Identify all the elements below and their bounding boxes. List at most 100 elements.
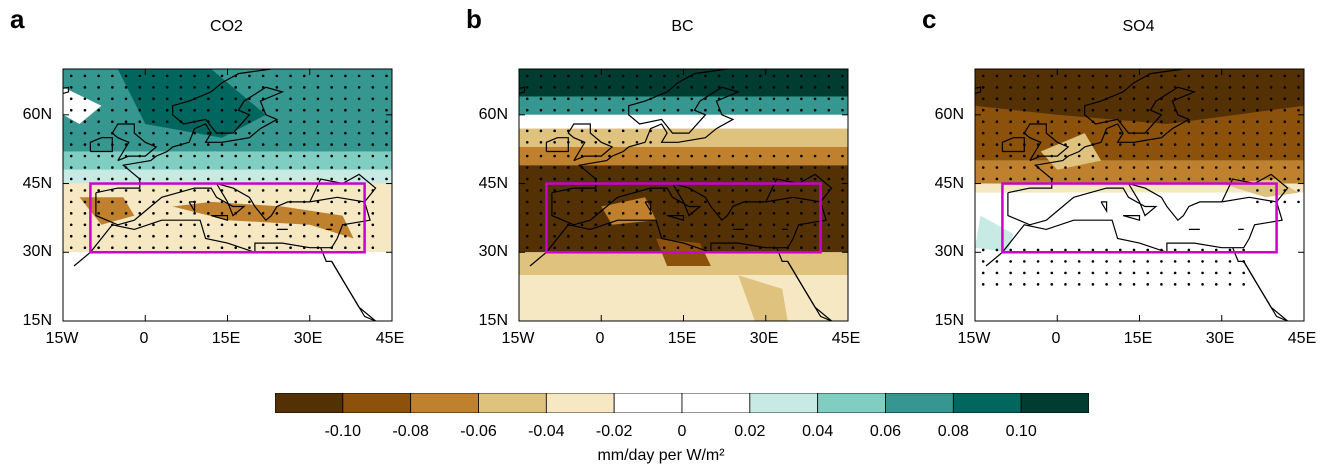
stipple-dot [1077, 248, 1081, 252]
stipple-dot [1146, 86, 1150, 89]
stipple-dot [275, 108, 279, 112]
stipple-dot [553, 177, 556, 181]
stipple-dot [1256, 131, 1259, 135]
stipple-dot [261, 74, 265, 78]
stipple-dot [316, 120, 320, 123]
stipple-dot [69, 154, 73, 158]
stipple-dot [608, 166, 611, 169]
stipple-dot [1091, 248, 1095, 252]
stipple-dot [97, 223, 100, 227]
stipple-dot [1064, 131, 1067, 135]
stipple-dot [248, 131, 251, 135]
stipple-dot [553, 129, 556, 133]
stipple-dot [193, 246, 196, 249]
stipple-dot [690, 223, 694, 227]
coastline [1243, 261, 1288, 321]
stipple-dot [580, 177, 584, 181]
colorbar-segment [342, 393, 412, 413]
stipple-dot [1256, 143, 1259, 146]
colorbar-segment [410, 393, 479, 413]
stipple-dot [1214, 143, 1218, 146]
significance-stipple [525, 74, 844, 249]
contour-blob [79, 197, 135, 225]
stipple-dot [553, 74, 556, 78]
stipple-dot [275, 143, 279, 146]
stipple-dot [621, 223, 625, 227]
stipple-dot [1201, 283, 1204, 286]
stipple-dot [621, 177, 625, 181]
stipple-dot [731, 223, 735, 227]
stipple-dot [635, 177, 639, 181]
stipple-dot [525, 212, 529, 215]
stipple-dot [635, 129, 639, 133]
stipple-dot [1023, 97, 1026, 101]
colorbar-tick-label: -0.10 [324, 423, 362, 440]
stipple-dot [621, 74, 625, 78]
coastline [63, 86, 70, 95]
stipple-dot [649, 177, 652, 181]
colorbar-tick-label: -0.02 [595, 423, 633, 440]
stipple-dot [138, 200, 142, 204]
stipple-dot [83, 86, 87, 89]
stipple-dot [539, 166, 543, 169]
stipple-dot [344, 86, 347, 89]
stipple-dot [635, 108, 639, 112]
stipple-dot [813, 246, 817, 249]
colorbar-tick-label: 0.06 [869, 423, 902, 440]
coastline [666, 215, 685, 221]
stipple-dot [138, 108, 142, 112]
stipple-dot [1269, 97, 1273, 101]
stipple-dot [152, 154, 155, 158]
stipple-dot [1187, 74, 1191, 78]
lon-label-15e: 15E [667, 330, 697, 347]
stipple-dot [1146, 97, 1150, 101]
stipple-dot [841, 108, 844, 112]
stipple-dot [745, 246, 748, 249]
stipple-dot [1283, 177, 1287, 181]
stipple-dot [1050, 108, 1054, 112]
stipple-dot [663, 108, 666, 112]
stipple-dot [385, 154, 388, 158]
stipple-dot [275, 212, 279, 215]
stipple-dot [385, 177, 388, 181]
stipple-dot [745, 74, 748, 78]
stipple-dot [580, 246, 584, 249]
stipple-dot [1023, 154, 1026, 158]
stipple-dot [302, 166, 306, 169]
stipple-dot [289, 246, 292, 249]
stipple-dot [193, 166, 196, 169]
stipple-dot [344, 246, 347, 249]
stipple-dot [316, 177, 320, 181]
stipple-dot [621, 154, 625, 158]
stipple-dot [1228, 131, 1232, 135]
stipple-dot [193, 131, 196, 135]
stipple-dot [1132, 108, 1136, 112]
stipple-dot [138, 234, 142, 238]
stipple-dot [193, 143, 196, 146]
stipple-dot [1036, 283, 1040, 286]
stipple-dot [193, 212, 196, 215]
stipple-dot [1228, 248, 1232, 252]
stipple-dot [745, 212, 748, 215]
stipple-dot [567, 154, 570, 158]
stipple-dot [1132, 177, 1136, 181]
stipple-dot [608, 223, 611, 227]
stipple-dot [567, 212, 570, 215]
stipple-dot [1091, 74, 1095, 78]
stipple-dot [1256, 108, 1259, 112]
coastline [985, 182, 1283, 267]
stipple-dot [758, 166, 762, 169]
stipple-dot [1132, 120, 1136, 123]
stipple-dot [1119, 74, 1122, 78]
stipple-dot [248, 86, 251, 89]
stipple-dot [786, 154, 789, 158]
colorbar-tick-label: 0.10 [1005, 423, 1037, 440]
stipple-dot [995, 248, 999, 252]
stipple-dot [1132, 74, 1136, 78]
stipple-dot [97, 212, 100, 215]
stipple-dot [745, 166, 748, 169]
stipple-dot [316, 212, 320, 215]
stipple-dot [179, 74, 183, 78]
stipple-dot [1105, 260, 1108, 263]
stipple-dot [1077, 260, 1081, 263]
